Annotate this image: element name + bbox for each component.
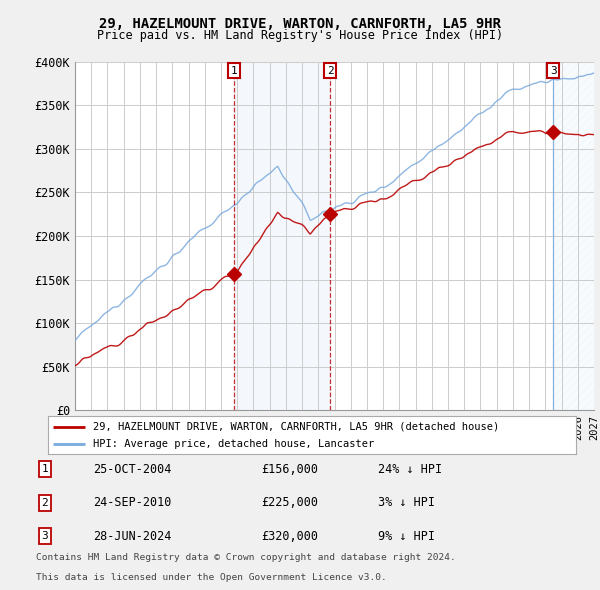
Text: This data is licensed under the Open Government Licence v3.0.: This data is licensed under the Open Gov…: [36, 572, 387, 582]
Text: £156,000: £156,000: [261, 463, 318, 476]
Bar: [234, 62, 330, 410]
Text: 1: 1: [231, 65, 238, 76]
Bar: [553, 62, 600, 410]
Text: 2: 2: [41, 498, 49, 507]
Text: 3: 3: [550, 65, 557, 76]
Text: 28-JUN-2024: 28-JUN-2024: [93, 530, 172, 543]
Text: HPI: Average price, detached house, Lancaster: HPI: Average price, detached house, Lanc…: [93, 438, 374, 448]
Text: £320,000: £320,000: [261, 530, 318, 543]
Text: Contains HM Land Registry data © Crown copyright and database right 2024.: Contains HM Land Registry data © Crown c…: [36, 553, 456, 562]
Text: 29, HAZELMOUNT DRIVE, WARTON, CARNFORTH, LA5 9HR: 29, HAZELMOUNT DRIVE, WARTON, CARNFORTH,…: [99, 17, 501, 31]
Text: 9% ↓ HPI: 9% ↓ HPI: [378, 530, 435, 543]
Text: 24-SEP-2010: 24-SEP-2010: [93, 496, 172, 509]
Text: 3% ↓ HPI: 3% ↓ HPI: [378, 496, 435, 509]
Text: 25-OCT-2004: 25-OCT-2004: [93, 463, 172, 476]
Text: 1: 1: [41, 464, 49, 474]
Text: £225,000: £225,000: [261, 496, 318, 509]
Text: 3: 3: [41, 532, 49, 541]
Text: 2: 2: [327, 65, 334, 76]
Text: 24% ↓ HPI: 24% ↓ HPI: [378, 463, 442, 476]
Text: Price paid vs. HM Land Registry's House Price Index (HPI): Price paid vs. HM Land Registry's House …: [97, 29, 503, 42]
Text: 29, HAZELMOUNT DRIVE, WARTON, CARNFORTH, LA5 9HR (detached house): 29, HAZELMOUNT DRIVE, WARTON, CARNFORTH,…: [93, 422, 499, 432]
